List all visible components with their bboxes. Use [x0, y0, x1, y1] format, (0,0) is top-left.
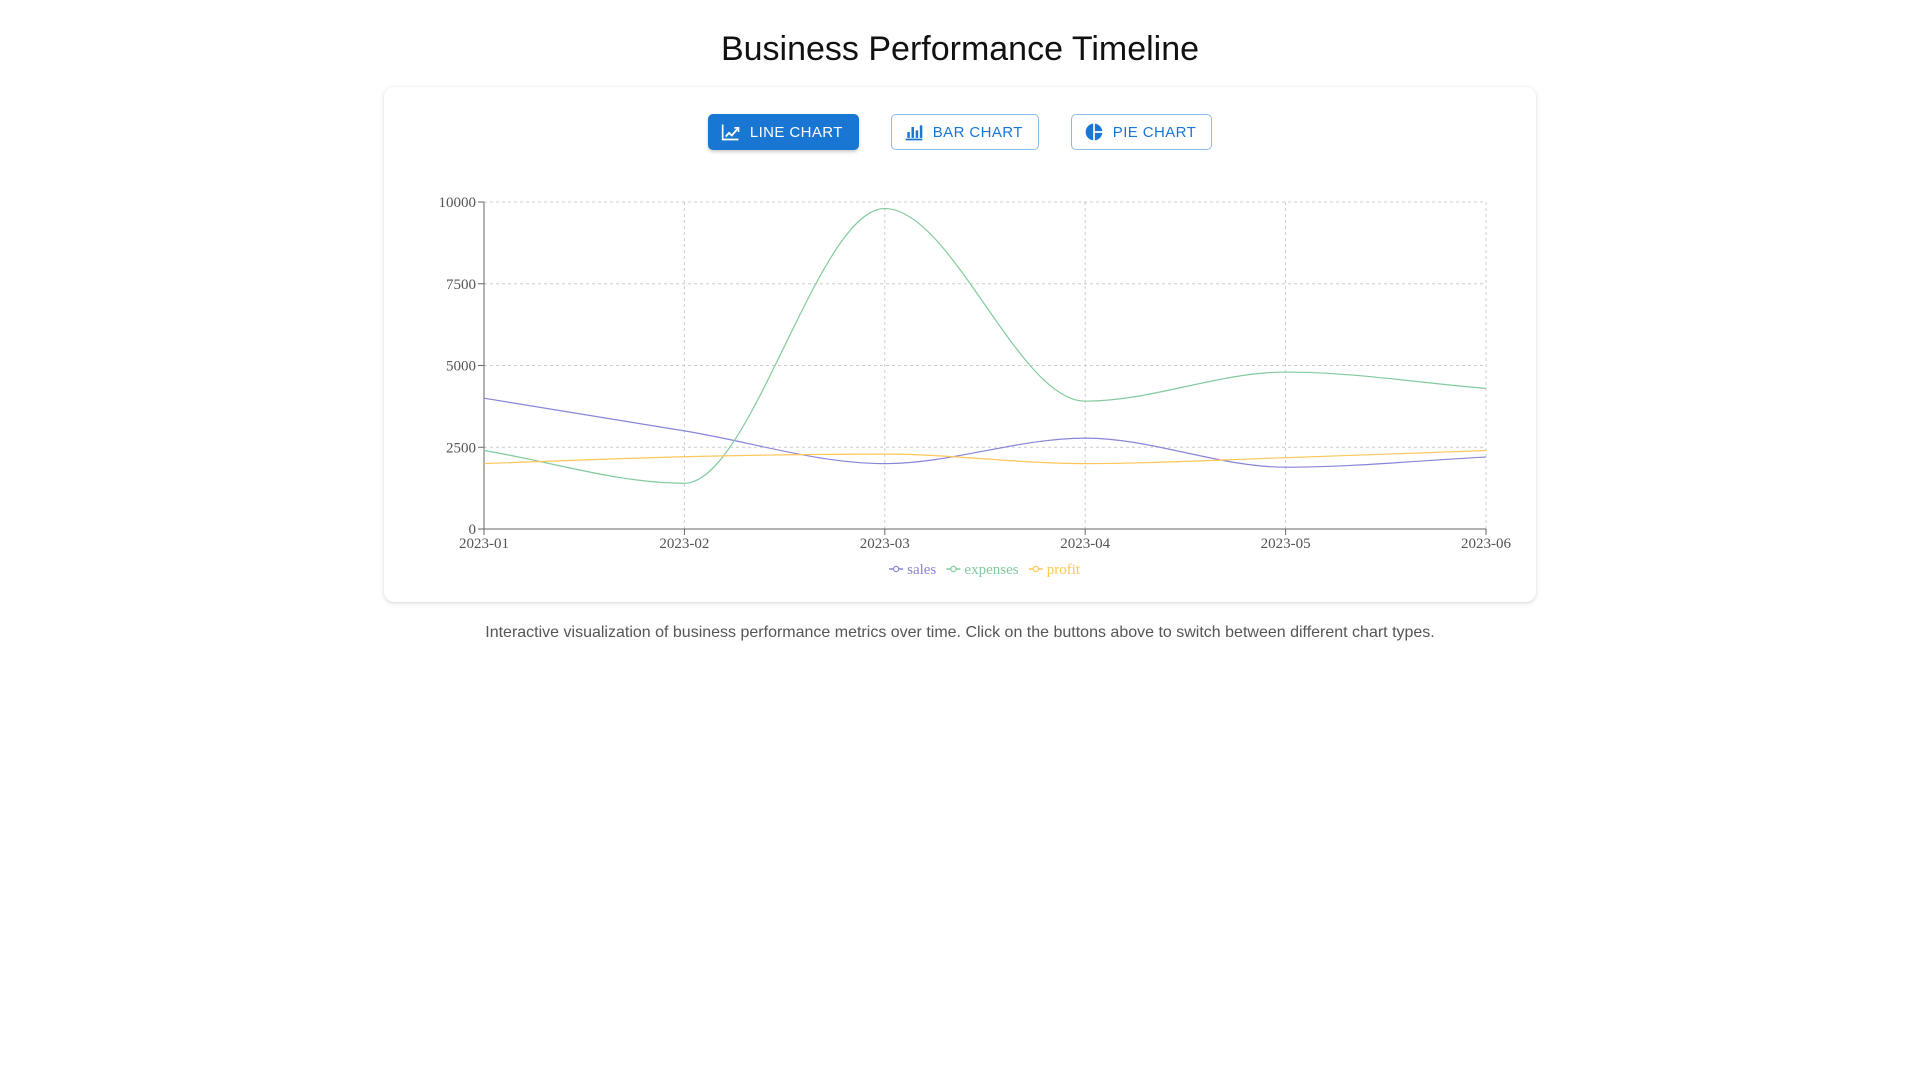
legend-item-profit: profit — [1028, 562, 1081, 578]
line-chart-button[interactable]: Line Chart — [707, 114, 859, 150]
bar-chart-button[interactable]: Bar Chart — [890, 114, 1039, 150]
chart-axes: 0 2500 5000 7500 10000 2023-01 2023-02 2023-03 2… — [439, 195, 1512, 552]
y-tick-label: 7500 — [446, 277, 476, 293]
chart-type-toolbar: Line Chart Bar Chart Pie Chart — [384, 114, 1536, 150]
x-tick-label: 2023-05 — [1261, 536, 1311, 552]
legend-label: expenses — [964, 562, 1018, 578]
y-tick-label: 2500 — [446, 440, 476, 456]
line-chart-button-label: Line Chart — [749, 123, 843, 141]
x-tick-label: 2023-02 — [659, 536, 709, 552]
y-tick-label: 0 — [469, 522, 477, 538]
legend-label: profit — [1047, 562, 1081, 578]
legend-marker — [892, 565, 900, 573]
bar-chart-button-label: Bar Chart — [932, 123, 1023, 141]
bar-chart-icon — [904, 122, 924, 142]
pie-chart-button[interactable]: Pie Chart — [1070, 114, 1213, 150]
series-line-expenses — [483, 207, 1487, 484]
legend-marker — [950, 565, 957, 573]
chart-grid — [484, 201, 1487, 529]
line-chart: 0 2500 5000 7500 10000 2023-01 2023-02 2023-03 2… — [439, 195, 1512, 578]
page-title: Business Performance Timeline — [720, 30, 1200, 68]
legend-label: sales — [907, 562, 936, 578]
y-tick-label: 5000 — [446, 359, 476, 375]
legend-marker — [1032, 565, 1039, 573]
chart-description: Interactive visualization of business pe… — [485, 624, 1435, 641]
x-tick-label: 2023-01 — [459, 536, 509, 552]
line-chart-icon — [721, 122, 741, 142]
x-tick-label: 2023-06 — [1461, 536, 1511, 552]
pie-chart-button-label: Pie Chart — [1112, 123, 1197, 141]
chart-card: Line Chart Bar Chart Pie Chart 0 2500 5000… — [384, 87, 1536, 602]
legend-item-sales: sales — [889, 562, 936, 578]
series-line-profit — [483, 449, 1487, 465]
pie-chart-icon — [1084, 122, 1104, 142]
chart-legend: sales expenses profit — [889, 562, 1081, 578]
chart-series — [483, 207, 1487, 484]
series-line-sales — [483, 397, 1487, 468]
legend-item-expenses: expenses — [946, 562, 1019, 578]
y-tick-label: 10000 — [439, 195, 477, 211]
x-tick-label: 2023-03 — [860, 536, 910, 552]
x-tick-label: 2023-04 — [1060, 536, 1110, 552]
